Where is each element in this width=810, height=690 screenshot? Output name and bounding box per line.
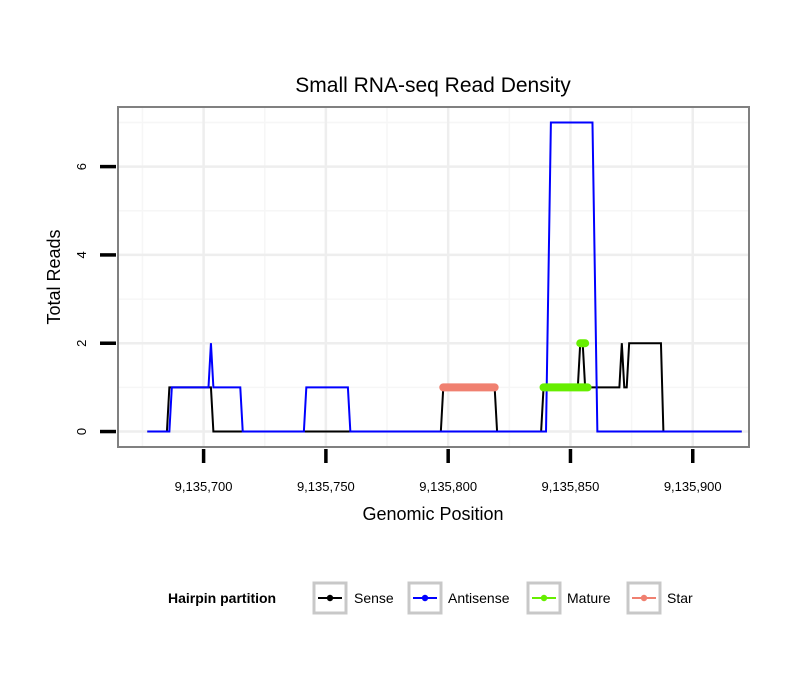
legend-key-point [421,594,429,602]
chart-title: Small RNA-seq Read Density [295,74,571,97]
legend: Hairpin partition Sense Antisense Mature St… [168,581,693,615]
x-tick-label: 9,135,700 [175,479,233,494]
legend-label: Star [667,590,693,606]
legend-item-sense: Sense [312,581,394,615]
legend-key-point [640,594,648,602]
y-tick-label: 2 [74,340,89,347]
legend-key-point [326,594,334,602]
y-axis-title: Total Reads [44,229,64,324]
data-series-layer [147,121,742,433]
legend-item-mature: Mature [526,581,611,615]
x-tick-label: 9,135,750 [297,479,355,494]
x-tick-label: 9,135,800 [419,479,477,494]
series-line-antisense [147,121,742,433]
legend-key-point [540,594,548,602]
legend-label: Mature [567,590,611,606]
y-tick-label: 0 [74,428,89,435]
x-axis-title: Genomic Position [362,504,503,524]
legend-item-antisense: Antisense [407,581,510,615]
x-tick-label: 9,135,850 [542,479,600,494]
legend-item-star: Star [626,581,693,615]
legend-label: Antisense [448,590,510,606]
axis-layer: 9,135,700 9,135,750 9,135,800 9,135,850 9,13… [74,163,722,494]
x-tick-label: 9,135,900 [664,479,722,494]
legend-title: Hairpin partition [168,590,276,606]
legend-label: Sense [354,590,394,606]
y-tick-label: 6 [74,163,89,170]
plot-panel-border [117,106,750,448]
y-tick-label: 4 [74,251,89,258]
